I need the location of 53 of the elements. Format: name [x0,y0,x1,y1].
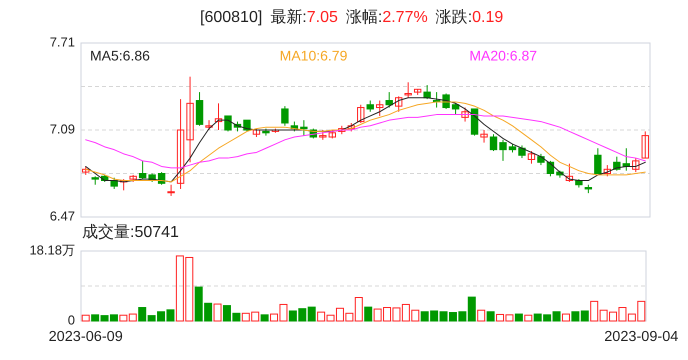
text: MA5:6.86 [90,48,150,64]
candlestick [546,160,554,177]
y-tick-label: 18.18万 [29,242,75,258]
bar [514,314,523,322]
candlestick [120,178,128,191]
bar [364,306,372,322]
candlestick [604,164,612,177]
candlestick [632,158,640,173]
candlestick [594,148,602,174]
candlestick [423,84,431,100]
candlestick [196,92,204,126]
candlestick [537,153,545,166]
bar [486,311,495,322]
candlestick [167,184,175,196]
candlestick [394,96,402,112]
text: MA20:6.87 [469,48,538,64]
y-tick-label: 7.09 [50,121,75,136]
candlestick [300,120,308,136]
bar [524,314,532,322]
candlestick [566,163,574,182]
bar [214,304,222,322]
chart-title: [600810] 最新:7.05 涨幅:2.77% 涨跌:0.19 [200,8,504,26]
bar [260,314,269,322]
candlestick [376,100,384,116]
bar [562,314,570,322]
bar [82,314,90,322]
candlestick [386,92,393,108]
chart-title: 成交量:50741 [82,223,180,241]
text: MA10:6.79 [280,48,348,64]
y-tick-label: 7.71 [50,34,75,50]
bar [477,310,486,322]
candlestick [281,106,289,126]
candlestick [158,172,166,186]
candlestick [186,76,194,163]
candlestick [205,120,213,130]
candlestick [480,130,488,144]
candlestick [176,98,184,190]
candlestick [518,144,526,159]
candlestick [499,139,507,162]
candlestick [490,134,498,152]
candlestick [528,150,536,164]
candlestick [214,102,222,130]
candlestick [319,130,327,140]
candlestick [366,100,374,112]
x-tick-label: 2023-06-09 [48,329,123,345]
candlestick [357,104,364,124]
y-tick-label: 0 [68,312,75,328]
x-tick-label: 2023-09-04 [604,329,678,345]
candlestick [642,130,649,159]
y-tick-label: 6.47 [50,208,75,224]
candlestick [138,160,146,180]
candlestick [461,107,469,122]
candlestick [404,82,412,98]
